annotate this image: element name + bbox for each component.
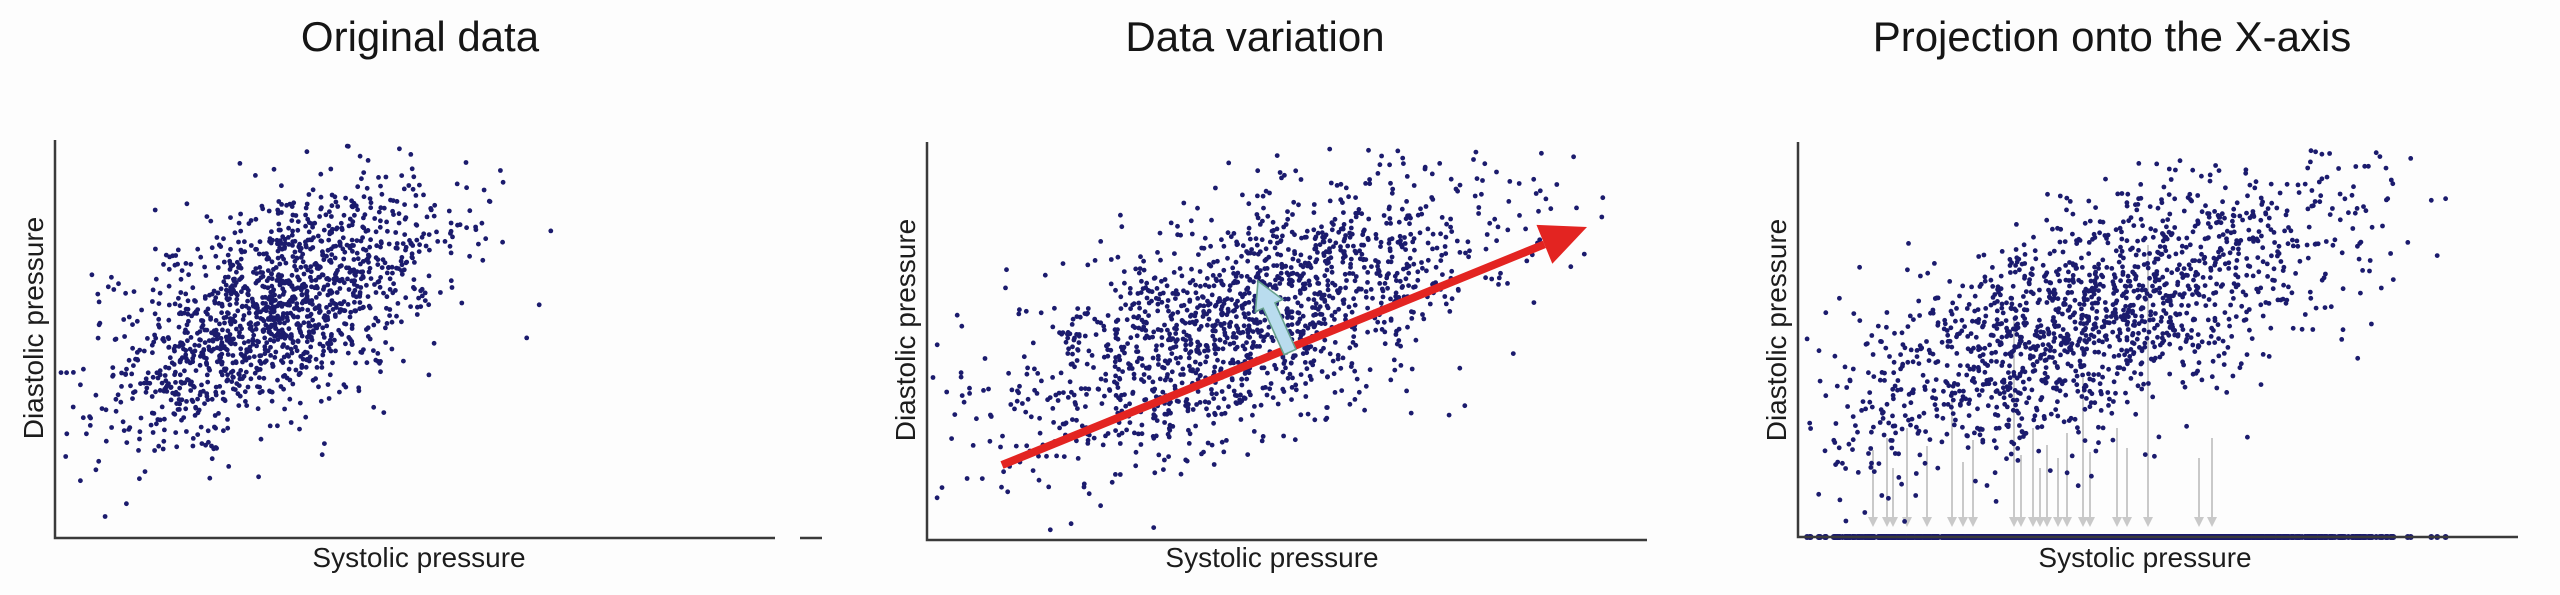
pc2-direction-arrow: [1254, 279, 1297, 356]
axes-spines: [53, 140, 775, 540]
x-axis-label-panel-1: Systolic pressure: [312, 542, 526, 573]
scatter-points: [58, 143, 554, 519]
projection-arrow: projection-arrow: [1947, 390, 1957, 527]
pc1-direction-arrow: [1000, 224, 1587, 469]
axes-spines: [1796, 142, 2518, 539]
projection-arrow: projection-arrow: [2112, 428, 2122, 527]
projection-arrow: projection-arrow: [2194, 458, 2204, 527]
panel-original-data: [53, 140, 822, 540]
y-axis-label-panel-2: Diastolic pressure: [890, 218, 921, 442]
scatter-points: [930, 146, 1606, 533]
projection-arrow: projection-arrow: [1922, 446, 1932, 527]
projection-arrow: projection-arrow: [2062, 433, 2072, 527]
projected-points-row: [1804, 534, 2449, 540]
panel-title-projection-x-axis: Projection onto the X-axis: [1872, 13, 2352, 60]
y-axis-label-panel-3: Diastolic pressure: [1761, 218, 1792, 442]
projection-arrow: projection-arrow: [2122, 448, 2132, 527]
panel-projection-onto-the-x-axis: projection-arrowprojection-arrowprojecti…: [1796, 142, 2518, 540]
projection-arrow: projection-arrow: [1882, 438, 1892, 527]
projection-arrow: projection-arrow: [2085, 452, 2095, 527]
projection-arrow: projection-arrow: [2207, 438, 2217, 527]
x-axis-label-panel-2: Systolic pressure: [1165, 542, 1379, 573]
panel-title-original-data: Original data: [300, 13, 540, 60]
projection-arrow: projection-arrow: [1888, 468, 1898, 527]
axes-spines: [925, 142, 1647, 542]
projection-arrow: projection-arrow: [2016, 455, 2026, 527]
projection-arrow: projection-arrow: [1902, 428, 1912, 527]
projection-arrow: projection-arrow: [1958, 462, 1968, 527]
y-axis-label-panel-1: Diastolic pressure: [18, 216, 49, 440]
projection-arrow: projection-arrow: [2035, 468, 2045, 527]
panel-data-variation: [925, 142, 1647, 542]
projection-arrow: projection-arrow: [2028, 428, 2038, 527]
x-axis-label-panel-3: Systolic pressure: [2038, 542, 2252, 573]
projection-arrow: projection-arrow: [2053, 458, 2063, 527]
panel-title-data-variation: Data variation: [1125, 13, 1385, 60]
projection-arrow: projection-arrow: [1968, 440, 1978, 527]
scatter-points: [1804, 148, 2449, 524]
projection-arrow: projection-arrow: [2042, 445, 2052, 527]
projection-arrow: projection-arrow: [2078, 378, 2088, 527]
